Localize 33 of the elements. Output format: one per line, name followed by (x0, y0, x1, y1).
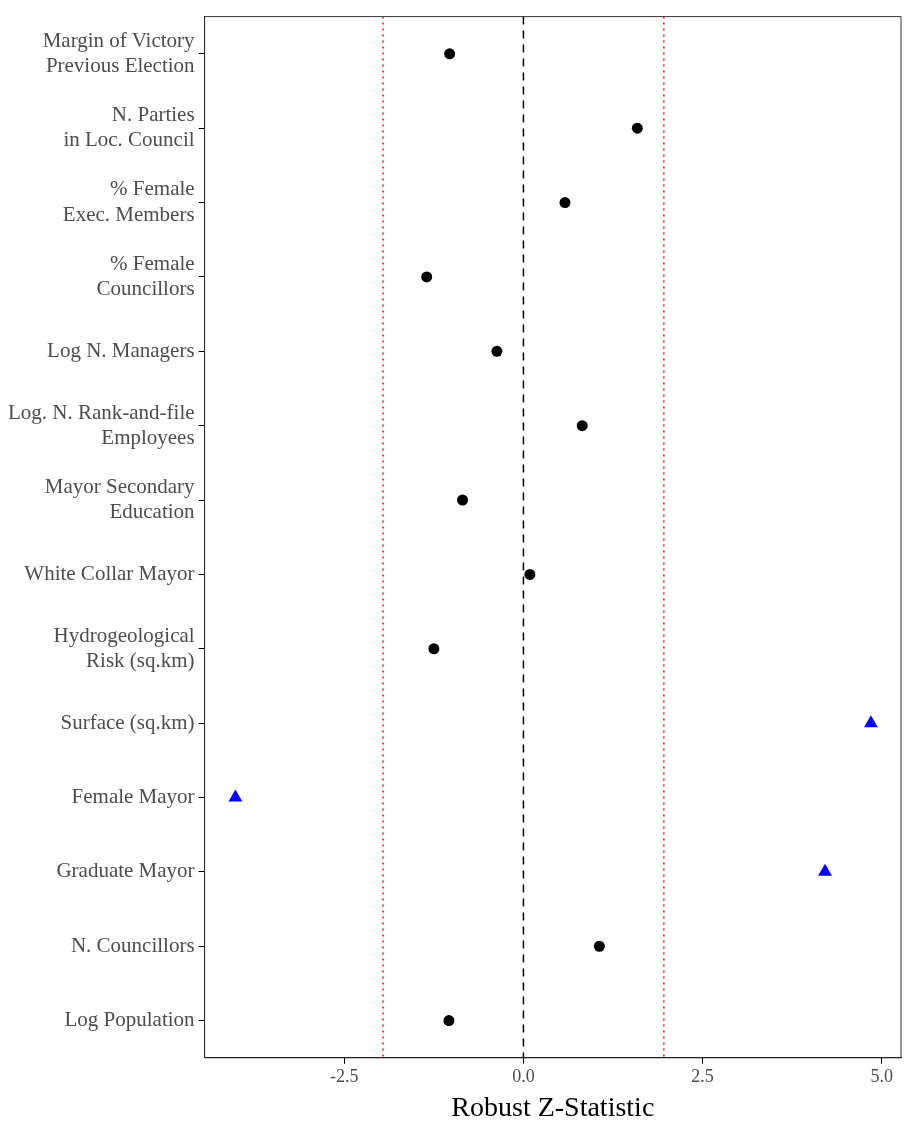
y-tick-label: Margin of Victory Previous Election (42, 27, 196, 77)
point (593, 940, 605, 952)
x-tick-label: 0.0 (512, 1066, 535, 1087)
point (428, 643, 440, 655)
point (443, 1015, 455, 1027)
y-tick-label: % Female Exec. Members (62, 176, 195, 226)
point (631, 122, 643, 134)
y-tick-label: N. Parties in Loc. Council (63, 102, 195, 152)
y-tick-label: % Female Councillors (96, 250, 195, 301)
y-tick-label: Surface (sq.km) (60, 709, 195, 734)
point (559, 197, 571, 209)
point (524, 568, 536, 580)
y-tick-label: Female Mayor (71, 784, 195, 809)
y-tick-label: Graduate Mayor (56, 858, 195, 883)
x-tick-label: -2.5 (330, 1066, 359, 1087)
point (457, 494, 469, 506)
y-tick-label: N. Councillors (70, 932, 195, 957)
point (576, 420, 588, 432)
y-tick-label: Log Population (64, 1007, 196, 1032)
point (228, 789, 243, 802)
x-axis-title: Robust Z-Statistic (451, 1090, 655, 1122)
point (444, 48, 456, 60)
x-tick-label: 2.5 (691, 1066, 714, 1087)
y-tick-label: White Collar Mayor (24, 560, 195, 585)
y-tick-label: Hydrogeological Risk (sq.km) (53, 622, 195, 672)
x-tick-label: 5.0 (870, 1066, 893, 1087)
point (863, 715, 878, 728)
point (818, 863, 832, 876)
y-tick-label: Log. N. Rank-and-file Employees (7, 399, 195, 449)
point (491, 345, 503, 357)
point (421, 271, 433, 283)
y-tick-label: Mayor Secondary Education (44, 473, 196, 524)
y-tick-label: Log N. Managers (47, 337, 195, 362)
